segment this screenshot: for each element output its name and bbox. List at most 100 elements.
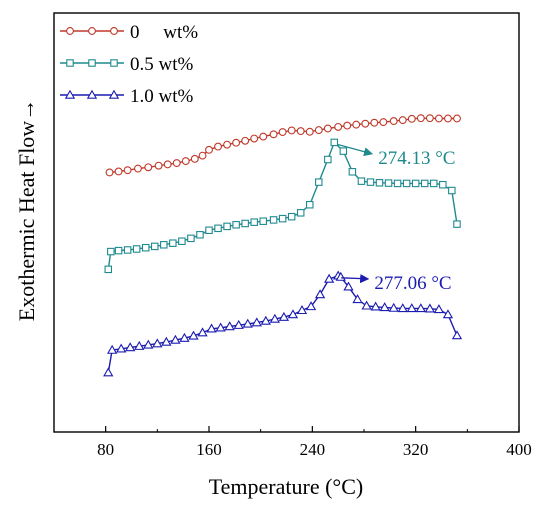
data-point [250,218,258,226]
x-tick-label: 160 [196,440,222,459]
data-point [259,132,268,141]
data-point [169,239,177,247]
legend-marker [88,59,96,67]
peak-label: 274.13 °C [378,148,455,169]
data-point [125,342,136,352]
data-point [370,301,381,311]
legend-marker [88,27,96,35]
data-point [406,303,417,313]
data-point [444,114,452,123]
data-point [296,127,305,136]
series-0 [105,114,461,177]
peak-arrow [337,143,374,157]
data-point [134,340,145,350]
data-point [278,214,287,223]
data-point [232,221,240,229]
data-point [323,273,335,283]
data-point [420,179,429,188]
annotations: 274.13 °C 277.06 °C [337,143,455,294]
data-point [224,321,235,331]
data-point [269,130,278,139]
peak-label: 277.06 °C [374,273,451,294]
data-point [442,309,454,319]
data-point [451,330,463,340]
data-point [181,157,190,166]
data-point [393,179,402,188]
data-point [416,114,425,123]
legend-marker [86,89,98,99]
data-point [402,179,411,188]
legend-item-0: 0 wt% [60,22,198,43]
data-point [143,339,154,349]
data-point [278,311,290,321]
data-point [379,118,388,127]
data-point [132,245,141,253]
data-point [269,216,278,224]
data-point [296,209,305,217]
data-point [361,300,372,310]
legend-label: 0.5 wt% [130,54,194,75]
legend-marker [108,89,120,99]
data-point [198,151,207,160]
data-point [106,344,118,354]
data-point [429,179,438,188]
legend-item-2: 1.0 wt% [60,86,194,107]
data-point [251,317,262,327]
data-point [411,179,420,188]
data-point [388,302,399,312]
legend-marker [110,27,118,35]
data-point [104,265,113,274]
data-point [196,231,204,239]
data-point [114,246,123,255]
data-point [343,121,352,130]
data-point [287,126,296,135]
data-point [314,126,323,135]
data-point [241,136,250,145]
plot-frame [53,12,520,433]
data-point [439,180,447,189]
data-point [448,186,456,195]
data-point [250,134,259,143]
data-point [389,117,398,126]
data-point [151,242,159,251]
data-point [343,281,354,291]
x-tick-label: 80 [97,440,114,459]
data-point [107,247,115,256]
data-point [179,332,190,342]
data-point [415,303,426,313]
data-point [398,116,407,125]
y-axis-label: Exothermic Heat Flow→ [14,99,39,321]
x-axis-label: Temperature (°C) [209,474,363,499]
x-tick-label: 240 [300,440,326,459]
data-point [305,200,314,209]
legend-item-1: 0.5 wt% [60,54,194,75]
data-point [433,304,445,314]
data-point [114,167,123,176]
data-point [269,313,281,323]
data-point [314,289,326,299]
data-point [434,114,443,123]
data-point [375,179,384,187]
data-point [357,177,366,185]
data-point [324,155,332,164]
x-tick-label: 400 [506,440,532,459]
data-point [305,301,317,311]
data-point [160,241,168,249]
data-point [287,309,299,319]
data-point [232,138,241,147]
data-point [206,323,217,333]
data-point [397,303,408,313]
data-point [233,319,244,329]
data-point [352,120,361,129]
data-point [214,224,222,233]
data-point [116,343,127,353]
data-point [287,212,296,221]
data-point [161,336,172,346]
data-point [384,179,393,187]
data-point [178,237,186,245]
legend-marker [110,59,118,67]
data-point [305,127,314,136]
data-point [330,138,339,147]
data-point [370,118,379,127]
data-point [144,163,153,172]
